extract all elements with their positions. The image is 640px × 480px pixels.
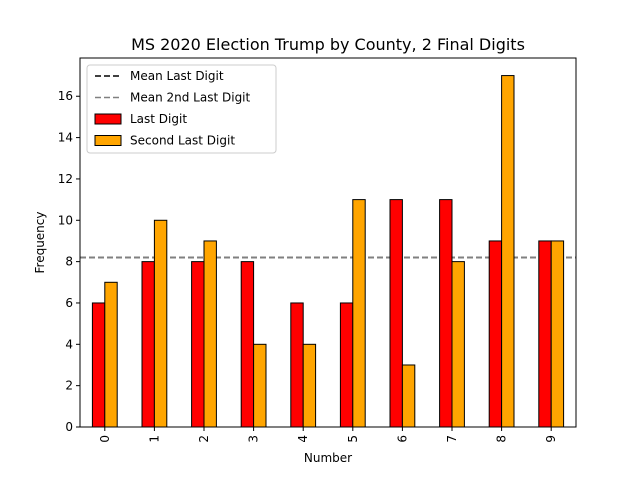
bar-series-1-7: [451, 261, 465, 428]
y-tick-label: 10: [58, 213, 73, 227]
bar-series-0-0: [91, 302, 106, 428]
y-axis-label: Frequency: [33, 212, 47, 274]
bar-series-1-8: [501, 75, 515, 428]
x-tick-label: 2: [197, 435, 211, 443]
x-axis: 0 1 2 3 4 5 6 7 8 9: [98, 427, 558, 443]
x-tick-label: 4: [296, 435, 310, 443]
x-tick-label: 9: [544, 435, 558, 443]
y-tick-label: 12: [58, 172, 73, 186]
bar-series-1-6: [401, 364, 416, 428]
plot-frame: [79, 57, 577, 428]
bar-series-0-6: [389, 199, 403, 428]
bar-series-0-8: [488, 240, 503, 428]
bar-series-1-2: [203, 240, 217, 428]
bar-series-0-9: [538, 240, 552, 428]
bar-series-0-7: [439, 199, 453, 428]
chart-title: MS 2020 Election Trump by County, 2 Fina…: [131, 35, 525, 54]
x-tick-label: 6: [395, 435, 409, 443]
bar-series-1-9: [550, 240, 565, 428]
legend-label: Second Last Digit: [130, 134, 235, 148]
bar-series-1-1: [153, 219, 168, 428]
legend-label: Last Digit: [130, 112, 187, 126]
x-tick-label: 0: [98, 435, 112, 443]
y-axis: 0 2 4 6 8 10 12 14 16: [58, 89, 80, 434]
x-tick-label: 3: [247, 435, 261, 443]
legend-label: Mean Last Digit: [130, 69, 224, 83]
legend-bar-swatch: [94, 135, 122, 146]
y-tick-label: 4: [65, 337, 73, 351]
y-tick-label: 14: [58, 131, 73, 145]
legend-box: [86, 64, 277, 154]
bar-series-0-5: [339, 302, 354, 428]
bar-series-0-3: [240, 261, 255, 428]
bar-series-0-2: [191, 261, 205, 428]
legend: Mean Last Digit Mean 2nd Last Digit Last D…: [86, 64, 277, 154]
x-tick-label: 7: [445, 435, 459, 443]
bar-series-0-1: [141, 261, 155, 428]
y-tick-label: 2: [65, 379, 73, 393]
x-tick-label: 5: [346, 435, 360, 443]
y-tick-label: 16: [58, 89, 73, 103]
bar-series-0-4: [290, 302, 304, 428]
bars: [91, 75, 565, 428]
bar-series-1-0: [104, 281, 118, 428]
x-tick-label: 8: [495, 435, 509, 443]
x-axis-label: Number: [304, 451, 352, 465]
bar-series-1-4: [302, 343, 317, 428]
bar-series-1-3: [253, 343, 267, 428]
y-tick-label: 6: [65, 296, 73, 310]
bar-series-1-5: [352, 199, 366, 428]
y-tick-label: 8: [65, 255, 73, 269]
legend-label: Mean 2nd Last Digit: [130, 91, 251, 105]
x-tick-label: 1: [147, 435, 161, 443]
legend-bar-swatch: [94, 113, 122, 125]
y-tick-label: 0: [65, 420, 73, 434]
